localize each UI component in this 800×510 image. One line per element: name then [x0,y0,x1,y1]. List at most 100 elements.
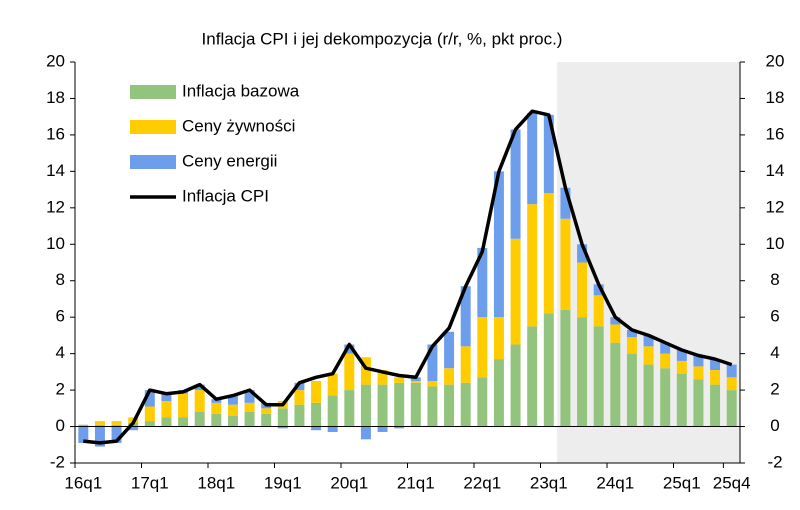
bar-segment [327,426,338,433]
bar-segment [360,384,371,427]
bar-segment [560,187,571,219]
bar-segment [211,402,222,414]
bar-segment [327,395,338,427]
bar-segment [344,353,355,391]
bar-segment [676,349,687,361]
bar-segment [493,359,504,427]
y2-tick-label: 4 [770,343,779,362]
y-tick-label: 2 [56,380,65,399]
y2-tick-label: 10 [766,234,785,253]
bar-segment [111,421,122,425]
bar-segment [194,390,205,412]
y-tick-label: 4 [56,343,65,362]
bar-segment [660,342,671,354]
bar-segment [510,344,521,427]
bar-segment [161,393,172,402]
bar-segment [277,408,288,427]
bar-segment [410,380,421,383]
y-tick-label: 12 [46,197,65,216]
bar-segment [676,360,687,374]
bar-segment [360,426,371,440]
bar-segment [410,377,421,381]
y2-tick-label: 2 [770,380,779,399]
y2-tick-label: 6 [770,307,779,326]
bar-segment [211,413,222,427]
legend-swatch [130,155,176,169]
bar-segment [543,313,554,427]
y-tick-label: -2 [50,452,65,471]
bar-segment [543,114,554,194]
bar-segment [78,426,89,443]
bar-segment [593,295,604,327]
y2-tick-label: -2 [767,452,782,471]
bar-segment [660,368,671,427]
bar-segment [227,404,238,416]
x-tick-label: 21q1 [397,473,435,492]
bar-segment [693,379,704,427]
bar-segment [377,370,388,385]
x-tick-label: 16q1 [64,473,102,492]
bar-segment [643,346,654,365]
y2-tick-label: 16 [766,124,785,143]
bar-segment [94,426,105,447]
bar-segment [643,364,654,427]
x-tick-label: 23q1 [530,473,568,492]
bar-segment [577,317,588,427]
bar-segment [144,421,155,427]
bar-segment [477,247,488,318]
y-tick-label: 10 [46,234,65,253]
bar-segment [128,426,139,431]
y-tick-label: 8 [56,270,65,289]
chart-title: Inflacja CPI i jej dekompozycja (r/r, %,… [202,29,563,48]
y2-tick-label: 18 [766,88,785,107]
bar-segment [444,331,455,369]
bar-segment [726,390,737,427]
bar-segment [244,411,255,427]
y-tick-label: 20 [46,51,65,70]
bar-segment [477,377,488,427]
legend-label: Ceny energii [182,151,277,170]
bar-segment [460,382,471,427]
bar-segment [660,353,671,369]
y-tick-label: 6 [56,307,65,326]
legend-swatch [130,85,176,99]
bar-segment [593,284,604,296]
bar-segment [277,426,288,429]
bar-segment [444,384,455,427]
bar-segment [676,373,687,427]
bar-segment [477,317,488,378]
bar-segment [560,309,571,427]
bar-segment [493,171,504,318]
bar-segment [294,390,305,405]
bar-segment [427,380,438,387]
bar-segment [94,424,105,427]
cpi-line [83,109,733,445]
bar-segment [693,366,704,380]
bar-segment [693,355,704,367]
bar-segment [394,382,405,427]
bar-segment [394,377,405,383]
bar-segment [327,373,338,396]
bar-segment [294,382,305,391]
bar-segment [161,417,172,427]
bar-segment [643,335,654,347]
y2-tick-label: 12 [766,197,785,216]
y2-tick-label: 14 [766,161,785,180]
bar-segment [227,395,238,405]
bar-segment [144,406,155,422]
bar-segment [244,402,255,412]
bar-segment [78,424,89,427]
legend-label: Inflacja CPI [182,186,269,205]
x-tick-label: 18q1 [197,473,235,492]
bar-segment [344,390,355,427]
bar-segment [94,421,105,425]
bar-segment [493,317,504,360]
x-tick-label: 19q1 [264,473,302,492]
legend-swatch [130,120,176,134]
x-tick-label: 25q4 [713,473,751,492]
x-tick-label: 25q1 [663,473,701,492]
bar-segment [311,426,322,431]
bar-segment [510,238,521,345]
